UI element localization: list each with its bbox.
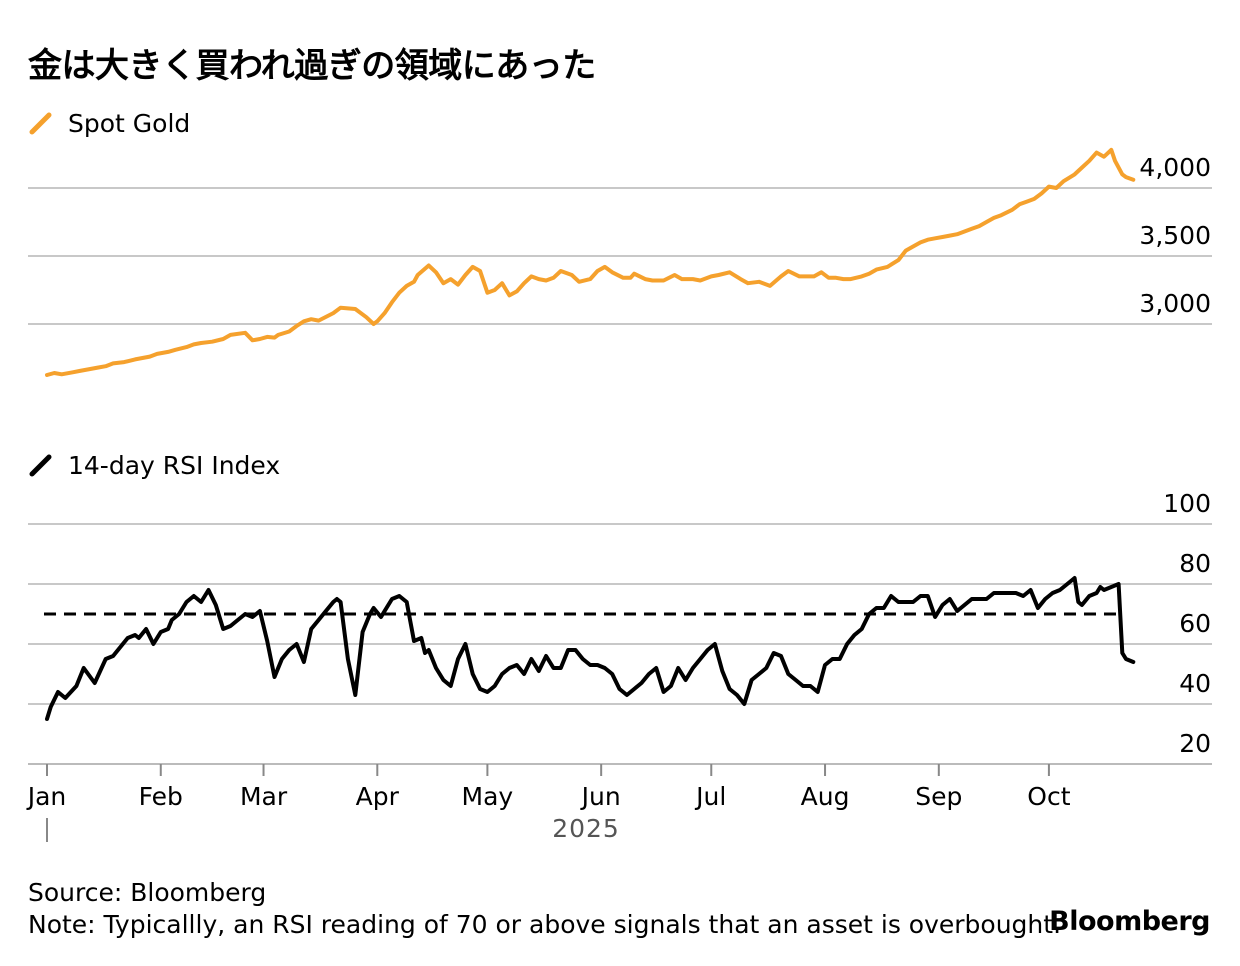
rsi-legend-label: 14-day RSI Index [68,451,280,480]
rsi-y-axis: 20 40 60 80 100 [1163,489,1211,758]
gold-y-axis: 3,000 3,500 4,000 [1139,153,1211,318]
x-tick-label: May [462,782,514,811]
x-tick-label: Jul [694,782,726,811]
footnote: Note: Typicallly, an RSI reading of 70 o… [28,910,1062,939]
rsi-y-tick-label: 80 [1179,549,1211,578]
x-tick-label: Aug [801,782,850,811]
source-note: Source: Bloomberg [28,878,267,907]
rsi-gridlines [28,523,1212,765]
rsi-y-tick-label: 20 [1179,729,1211,758]
series-layer [44,147,1136,721]
gold-legend-swatch [29,112,52,135]
rsi-y-tick-label: 100 [1163,489,1211,518]
x-tick-label: Apr [356,782,400,811]
rsi-y-tick-label: 60 [1179,609,1211,638]
x-tick-label: Mar [240,782,288,811]
x-tick-label: Oct [1027,782,1070,811]
gold-y-tick-label: 4,000 [1139,153,1211,182]
year-label: 2025 [552,814,620,843]
gold-gridlines [28,187,1212,325]
x-tick-label: Sep [915,782,962,811]
rsi-y-tick-label: 40 [1179,669,1211,698]
x-axis: Jan Feb Mar Apr May Jun Jul Aug Sep Oct 2025 [26,764,1071,843]
gold-y-tick-label: 3,500 [1139,221,1211,250]
x-tick-label: Jun [580,782,621,811]
x-tick-label: Feb [139,782,183,811]
bloomberg-logo: Bloomberg [1049,906,1210,937]
gold-legend-label: Spot Gold [68,109,190,138]
chart-title: 金は大きく買われ過ぎの領域にあった [28,46,596,86]
rsi-line [45,576,1136,721]
gold-price-line [45,147,1136,377]
gold-y-tick-label: 3,000 [1139,289,1211,318]
x-tick-label: Jan [26,782,67,811]
rsi-legend-swatch [29,454,52,477]
